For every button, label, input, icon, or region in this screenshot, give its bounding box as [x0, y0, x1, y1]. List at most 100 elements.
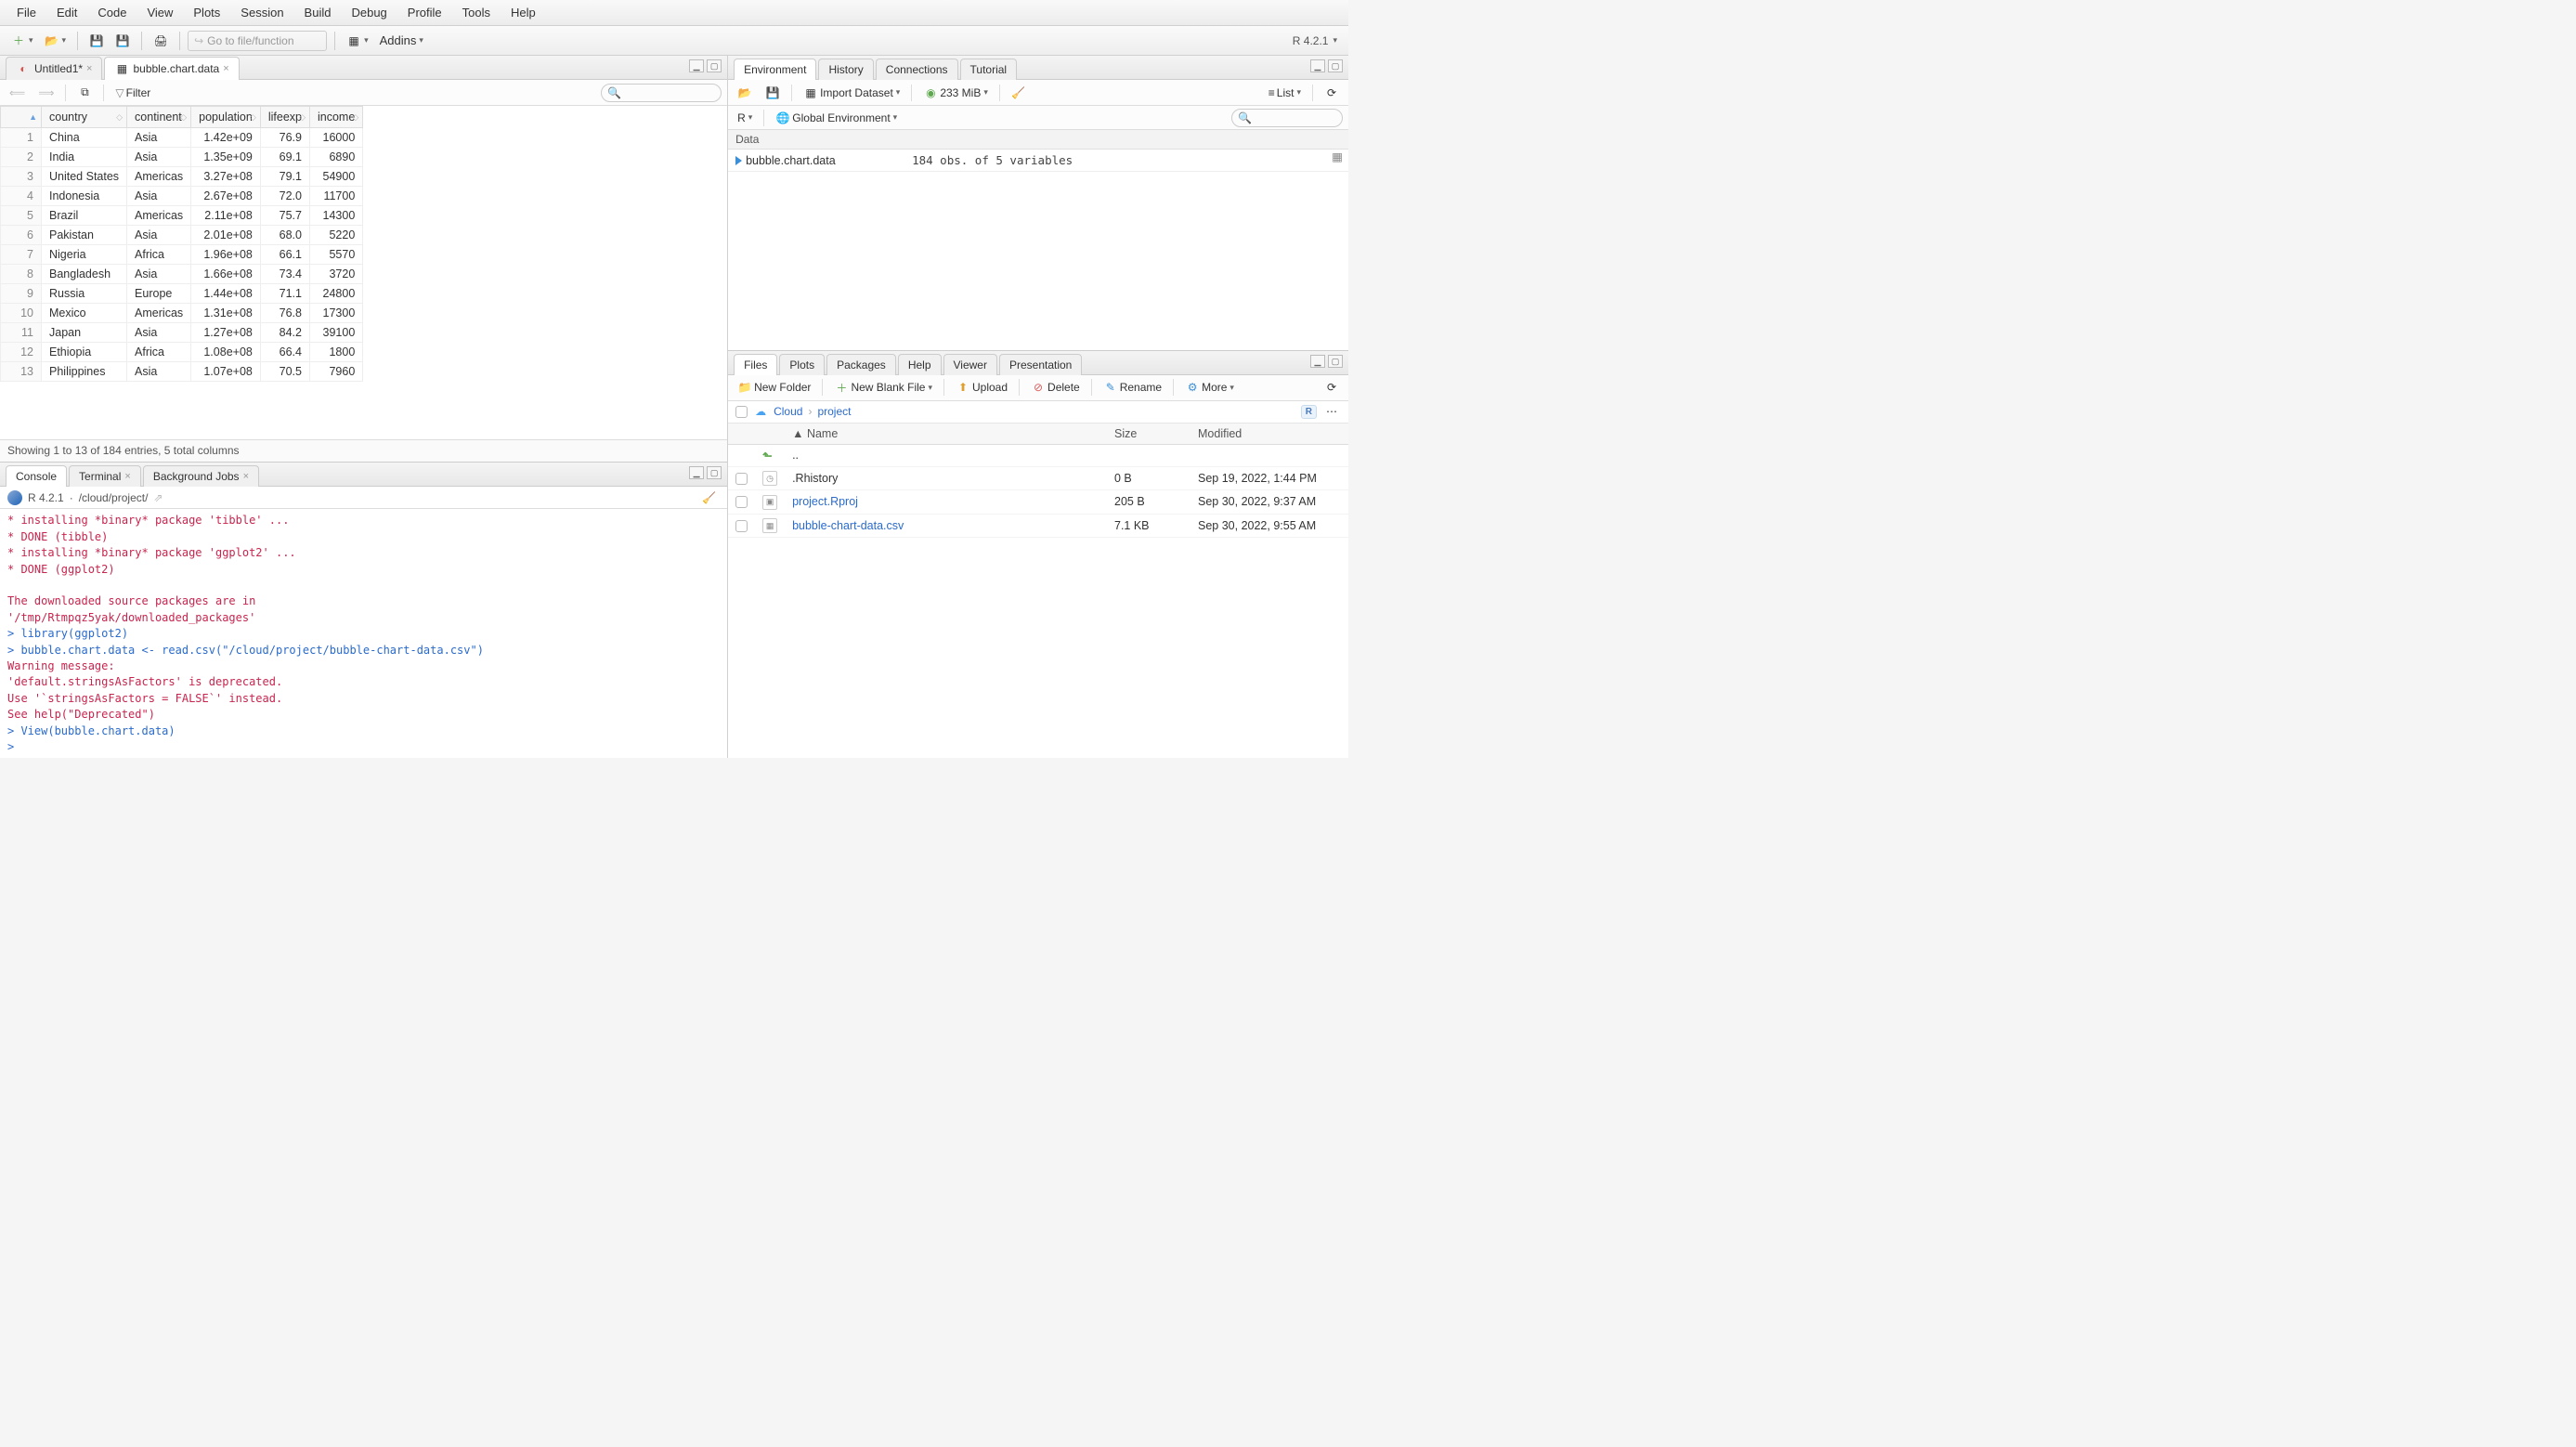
- file-row[interactable]: ▣project.Rproj205 BSep 30, 2022, 9:37 AM: [728, 490, 1348, 515]
- source-tab[interactable]: ◐Untitled1*×: [6, 57, 102, 80]
- table-row[interactable]: 10MexicoAmericas1.31e+0876.817300: [1, 304, 363, 323]
- files-tab-presentation[interactable]: Presentation: [999, 354, 1082, 375]
- env-view-mode[interactable]: ≡ List ▾: [1265, 85, 1305, 101]
- crumb-project[interactable]: project: [817, 405, 851, 418]
- maximize-icon[interactable]: ▢: [1328, 59, 1343, 72]
- minimize-icon[interactable]: ▁: [689, 466, 704, 479]
- files-tab-plots[interactable]: Plots: [779, 354, 825, 375]
- minimize-icon[interactable]: ▁: [1310, 59, 1325, 72]
- col-income[interactable]: income◇: [309, 107, 362, 128]
- menu-profile[interactable]: Profile: [398, 2, 451, 23]
- console-tab-terminal[interactable]: Terminal×: [69, 465, 141, 487]
- save-button[interactable]: 💾: [85, 32, 108, 50]
- save-workspace-button[interactable]: 💾: [761, 84, 784, 102]
- load-workspace-button[interactable]: 📂: [734, 84, 756, 102]
- menu-plots[interactable]: Plots: [184, 2, 229, 23]
- clear-console-button[interactable]: 🧹: [698, 489, 720, 506]
- new-file-button[interactable]: ＋▾: [7, 32, 37, 50]
- select-all-checkbox[interactable]: [735, 406, 748, 418]
- r-version-selector[interactable]: R 4.2.1 ▾: [1293, 34, 1337, 47]
- import-dataset-button[interactable]: ▦ Import Dataset ▾: [800, 84, 904, 102]
- files-tab-help[interactable]: Help: [898, 354, 942, 375]
- files-more-icon[interactable]: ⋯: [1322, 403, 1341, 420]
- table-row[interactable]: 13PhilippinesAsia1.07e+0870.57960: [1, 362, 363, 382]
- rename-button[interactable]: ✎ Rename: [1099, 378, 1165, 397]
- grid-view-icon[interactable]: ▦: [1326, 150, 1348, 171]
- console-tab-background-jobs[interactable]: Background Jobs×: [143, 465, 259, 487]
- minimize-icon[interactable]: ▁: [689, 59, 704, 72]
- save-all-button[interactable]: 💾: [111, 32, 134, 50]
- new-folder-button[interactable]: 📁 New Folder: [734, 378, 814, 397]
- addins-button[interactable]: Addins ▾: [376, 32, 427, 49]
- menu-tools[interactable]: Tools: [453, 2, 500, 23]
- filter-button[interactable]: ▽ Filter: [111, 85, 154, 101]
- files-up-row[interactable]: ⬑..: [728, 444, 1348, 466]
- table-row[interactable]: 2IndiaAsia1.35e+0969.16890: [1, 148, 363, 167]
- show-in-window-button[interactable]: ⧉: [73, 84, 96, 102]
- table-row[interactable]: 8BangladeshAsia1.66e+0873.43720: [1, 265, 363, 284]
- open-file-button[interactable]: 📂▾: [41, 32, 71, 50]
- memory-usage[interactable]: ◉ 233 MiB ▾: [919, 84, 992, 102]
- menu-build[interactable]: Build: [295, 2, 341, 23]
- env-search-input[interactable]: 🔍: [1231, 109, 1343, 127]
- table-search-input[interactable]: 🔍: [601, 84, 722, 102]
- env-language[interactable]: R ▾: [734, 110, 756, 126]
- env-scope[interactable]: 🌐 Global Environment ▾: [772, 109, 901, 127]
- console-output[interactable]: * installing *binary* package 'tibble' .…: [0, 509, 727, 758]
- table-row[interactable]: 5BrazilAmericas2.11e+0875.714300: [1, 206, 363, 226]
- close-tab-icon[interactable]: ×: [124, 471, 130, 482]
- new-blank-file-button[interactable]: ＋ New Blank File ▾: [830, 378, 936, 397]
- col-name[interactable]: ▲ Name: [785, 424, 1107, 445]
- delete-button[interactable]: ⊘ Delete: [1027, 378, 1084, 397]
- file-checkbox[interactable]: [735, 520, 748, 532]
- files-tab-files[interactable]: Files: [734, 354, 777, 375]
- env-tab-tutorial[interactable]: Tutorial: [960, 59, 1018, 80]
- goto-file-input[interactable]: ↪Go to file/function: [188, 31, 327, 51]
- table-row[interactable]: 3United StatesAmericas3.27e+0879.154900: [1, 167, 363, 187]
- print-button[interactable]: 🖨: [150, 32, 172, 50]
- close-tab-icon[interactable]: ×: [243, 471, 249, 482]
- maximize-icon[interactable]: ▢: [707, 59, 722, 72]
- menu-view[interactable]: View: [137, 2, 182, 23]
- back-button[interactable]: ⟸: [6, 85, 29, 101]
- refresh-files-button[interactable]: ⟳: [1321, 378, 1343, 397]
- upload-button[interactable]: ⬆ Upload: [952, 378, 1011, 397]
- console-wd[interactable]: /cloud/project/: [79, 491, 149, 504]
- wd-popup-icon[interactable]: ⇗: [153, 491, 163, 504]
- r-project-icon[interactable]: R: [1301, 405, 1317, 419]
- file-checkbox[interactable]: [735, 496, 748, 508]
- menu-session[interactable]: Session: [231, 2, 293, 23]
- close-tab-icon[interactable]: ×: [86, 63, 92, 74]
- table-row[interactable]: 12EthiopiaAfrica1.08e+0866.41800: [1, 343, 363, 362]
- col-modified[interactable]: Modified: [1190, 424, 1348, 445]
- menu-file[interactable]: File: [7, 2, 46, 23]
- file-checkbox[interactable]: [735, 473, 748, 485]
- col-size[interactable]: Size: [1107, 424, 1190, 445]
- env-tab-history[interactable]: History: [818, 59, 873, 80]
- env-tab-environment[interactable]: Environment: [734, 59, 816, 80]
- maximize-icon[interactable]: ▢: [707, 466, 722, 479]
- file-row[interactable]: ▦bubble-chart-data.csv7.1 KBSep 30, 2022…: [728, 514, 1348, 538]
- col-lifeexp[interactable]: lifeexp◇: [260, 107, 309, 128]
- files-tab-packages[interactable]: Packages: [826, 354, 896, 375]
- env-item[interactable]: bubble.chart.data184 obs. of 5 variables…: [728, 150, 1348, 172]
- console-tab-console[interactable]: Console: [6, 465, 67, 487]
- table-row[interactable]: 1ChinaAsia1.42e+0976.916000: [1, 128, 363, 148]
- file-row[interactable]: ◷.Rhistory0 BSep 19, 2022, 1:44 PM: [728, 466, 1348, 490]
- minimize-icon[interactable]: ▁: [1310, 355, 1325, 368]
- menu-edit[interactable]: Edit: [47, 2, 86, 23]
- menu-debug[interactable]: Debug: [342, 2, 396, 23]
- col-country[interactable]: country◇: [42, 107, 127, 128]
- table-row[interactable]: 9RussiaEurope1.44e+0871.124800: [1, 284, 363, 304]
- maximize-icon[interactable]: ▢: [1328, 355, 1343, 368]
- rownum-header[interactable]: ▲: [1, 107, 42, 128]
- col-population[interactable]: population◇: [191, 107, 261, 128]
- files-tab-viewer[interactable]: Viewer: [943, 354, 997, 375]
- expand-icon[interactable]: [735, 156, 742, 165]
- source-tab[interactable]: ▦bubble.chart.data×: [104, 57, 239, 80]
- crumb-cloud[interactable]: Cloud: [774, 405, 802, 418]
- grid-button[interactable]: ▦▾: [343, 32, 372, 50]
- env-tab-connections[interactable]: Connections: [876, 59, 958, 80]
- close-tab-icon[interactable]: ×: [223, 63, 228, 74]
- refresh-env-button[interactable]: ⟳: [1321, 84, 1343, 102]
